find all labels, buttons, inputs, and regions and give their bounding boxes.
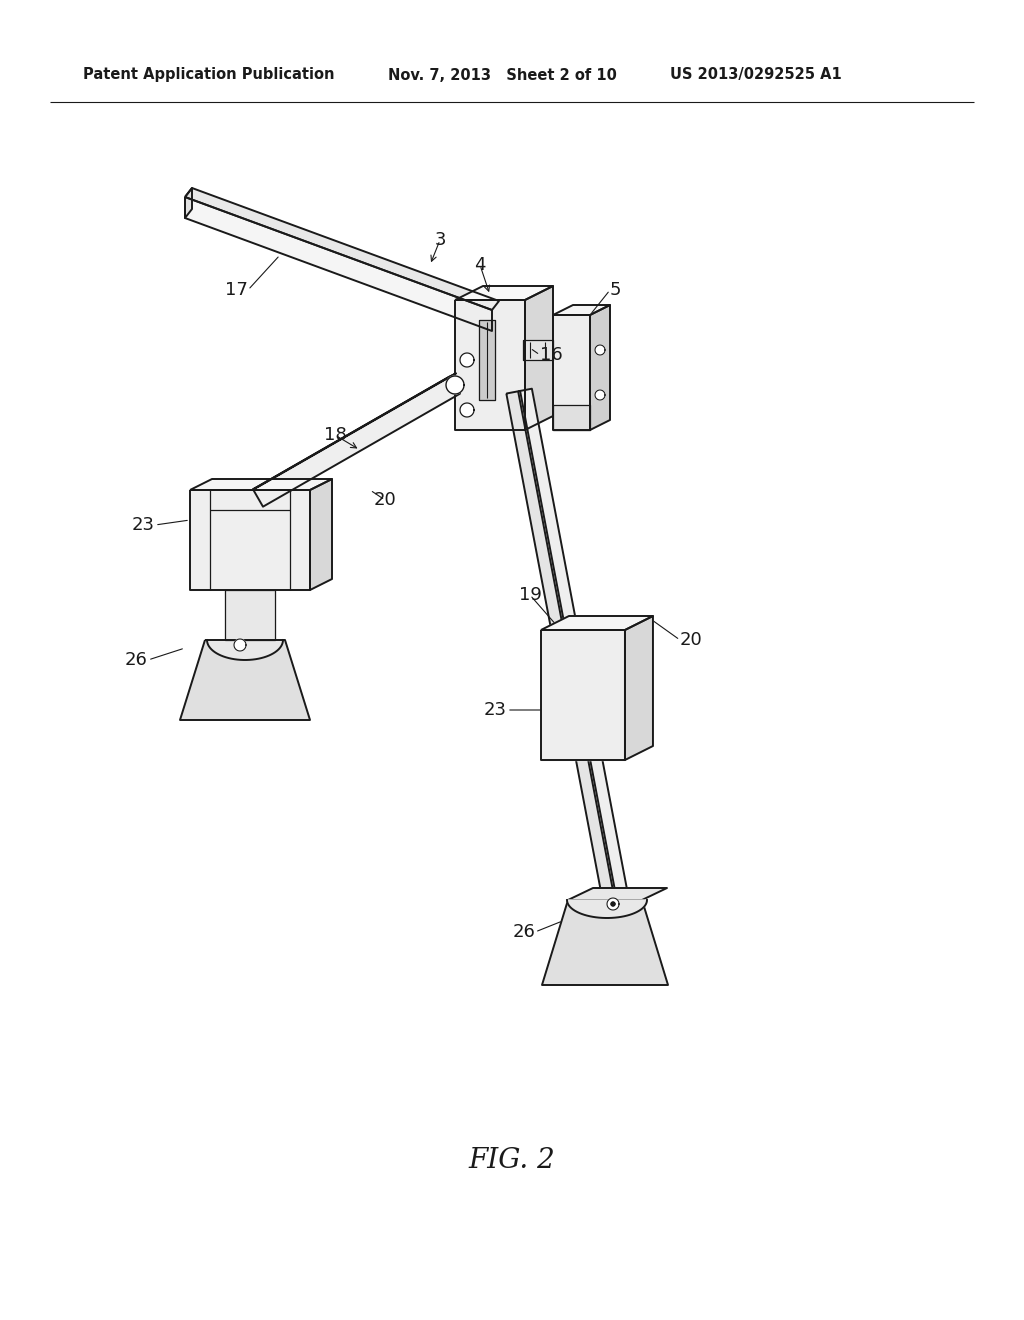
Polygon shape xyxy=(225,590,275,640)
Text: Nov. 7, 2013   Sheet 2 of 10: Nov. 7, 2013 Sheet 2 of 10 xyxy=(388,67,616,82)
Polygon shape xyxy=(460,352,474,367)
Text: 4: 4 xyxy=(474,256,485,275)
Polygon shape xyxy=(190,490,310,590)
Text: FIG. 2: FIG. 2 xyxy=(469,1147,555,1173)
Text: Patent Application Publication: Patent Application Publication xyxy=(83,67,335,82)
Text: 26: 26 xyxy=(512,923,535,941)
Polygon shape xyxy=(542,900,668,985)
Polygon shape xyxy=(625,616,653,760)
Polygon shape xyxy=(446,376,464,393)
Polygon shape xyxy=(567,900,647,917)
Text: 23: 23 xyxy=(484,701,507,719)
Text: 20: 20 xyxy=(680,631,702,649)
Text: 17: 17 xyxy=(225,281,248,300)
Text: 16: 16 xyxy=(540,346,563,364)
Text: 3: 3 xyxy=(434,231,445,249)
Polygon shape xyxy=(541,616,653,630)
Polygon shape xyxy=(455,300,525,430)
Polygon shape xyxy=(253,374,456,490)
Polygon shape xyxy=(506,391,615,894)
Polygon shape xyxy=(568,888,667,900)
Text: 18: 18 xyxy=(324,426,346,444)
Polygon shape xyxy=(253,376,460,507)
Polygon shape xyxy=(180,640,310,719)
Polygon shape xyxy=(595,345,605,355)
Text: US 2013/0292525 A1: US 2013/0292525 A1 xyxy=(670,67,842,82)
Text: 20: 20 xyxy=(374,491,396,510)
Text: 26: 26 xyxy=(125,651,148,669)
Polygon shape xyxy=(185,187,499,310)
Polygon shape xyxy=(611,902,615,906)
Text: 23: 23 xyxy=(132,516,155,535)
Polygon shape xyxy=(518,388,627,891)
Polygon shape xyxy=(607,898,618,909)
Polygon shape xyxy=(455,286,553,300)
Polygon shape xyxy=(523,341,553,360)
Polygon shape xyxy=(541,630,625,760)
Polygon shape xyxy=(525,286,553,430)
Polygon shape xyxy=(590,305,610,430)
Text: 5: 5 xyxy=(610,281,622,300)
Polygon shape xyxy=(479,319,495,400)
Polygon shape xyxy=(460,403,474,417)
Polygon shape xyxy=(595,389,605,400)
Polygon shape xyxy=(185,187,193,218)
Polygon shape xyxy=(234,639,246,651)
Polygon shape xyxy=(190,479,332,490)
Polygon shape xyxy=(207,640,283,660)
Polygon shape xyxy=(310,479,332,590)
Polygon shape xyxy=(553,315,590,430)
Polygon shape xyxy=(553,305,610,315)
Polygon shape xyxy=(185,197,492,331)
Polygon shape xyxy=(553,405,590,430)
Text: 19: 19 xyxy=(518,586,542,605)
